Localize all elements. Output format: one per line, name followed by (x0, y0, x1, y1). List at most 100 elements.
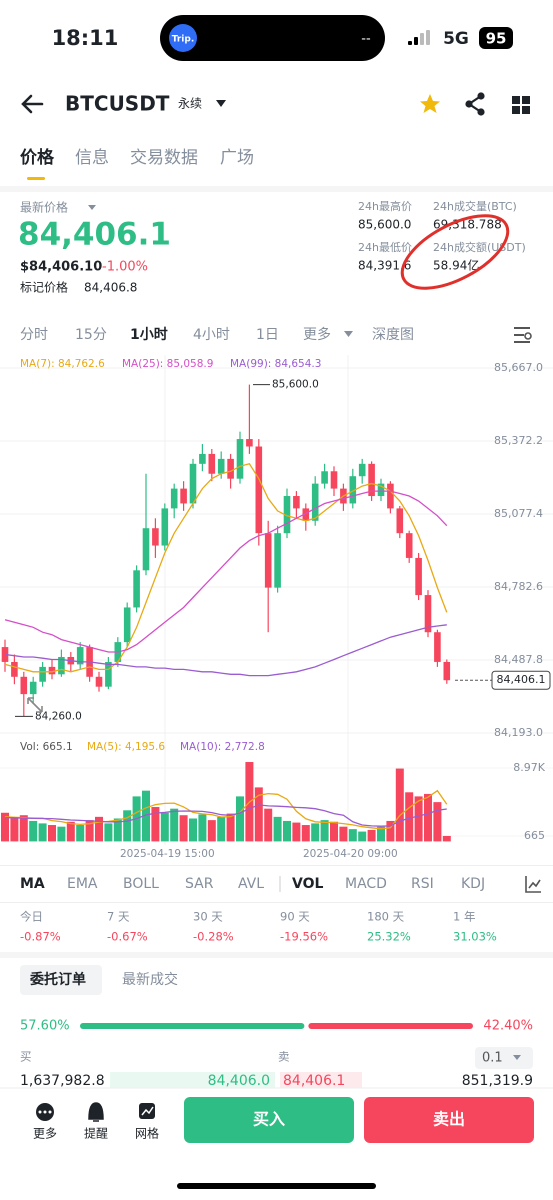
buy-button[interactable] (184, 1097, 354, 1143)
indicator-tab[interactable]: EMA (67, 876, 98, 892)
volume-bar (217, 816, 226, 842)
back-arrow[interactable] (21, 94, 44, 114)
stat-value: 69,318.788 (433, 218, 502, 232)
volume-bar (320, 820, 329, 842)
bottom-item[interactable]: 网格 (135, 1126, 159, 1141)
bottom-item[interactable]: 提醒 (84, 1126, 108, 1141)
more-icon-dot (43, 1110, 47, 1114)
volume-bar (29, 820, 38, 842)
layout-icon[interactable] (512, 106, 520, 114)
expand-icon[interactable] (27, 697, 43, 713)
order-tab[interactable]: 委托订单 (29, 971, 86, 988)
chart-settings-icon[interactable] (514, 327, 530, 343)
status-time: 18:11 (52, 26, 119, 50)
layout-icon[interactable] (522, 106, 530, 114)
candle-body (377, 483, 385, 497)
volume-bar (273, 816, 282, 842)
indicator-tab[interactable]: MACD (345, 876, 387, 892)
ma-line (4, 463, 448, 673)
volume-bar (386, 820, 395, 842)
candle-body (11, 661, 18, 677)
timeframe[interactable]: 1日 (256, 327, 279, 343)
signal-bar (426, 30, 430, 45)
symbol-dropdown[interactable] (216, 100, 226, 107)
volume-bar (10, 818, 19, 842)
alert-icon[interactable] (88, 1102, 104, 1122)
order-tab[interactable]: 最新成交 (122, 971, 178, 988)
stat-label: 24h成交额(USDT) (433, 240, 526, 254)
depth-select[interactable] (475, 1047, 533, 1069)
bid-depth-bg (110, 1072, 275, 1090)
y-tick-label: 85,077.4 (494, 507, 543, 520)
candle-body (443, 661, 451, 681)
candle-body (180, 488, 187, 504)
mark-price-label: 标记价格 (20, 280, 68, 295)
volume-bar (151, 807, 160, 842)
indicator-tab[interactable]: MA (20, 876, 45, 892)
signal-bar (414, 37, 418, 45)
indicator-tab[interactable]: VOL (292, 876, 323, 892)
buy-button-label[interactable]: 买入 (253, 1110, 285, 1129)
indicator-tab[interactable]: RSI (411, 876, 434, 892)
bid-amount: 1,637,982.8 (20, 1073, 105, 1089)
more-icon-dot (48, 1110, 52, 1114)
sell-button-label[interactable]: 卖出 (433, 1110, 465, 1129)
stat-value: 84,391.6 (358, 259, 411, 273)
perf-label: 90 天 (280, 910, 310, 924)
candle-body (133, 570, 140, 608)
timeframe[interactable]: 1小时 (130, 326, 168, 343)
y-tick-label: 84,782.6 (494, 580, 543, 593)
main-tab[interactable]: 价格 (20, 147, 55, 168)
contract-type: 永续 (178, 97, 202, 111)
indicator-tab[interactable]: AVL (238, 876, 264, 892)
depth-caret (513, 1055, 521, 1060)
price-change: -1.00% (102, 260, 148, 275)
volume-bar (424, 793, 432, 842)
volume-bar (311, 823, 320, 842)
candle-body (189, 463, 197, 504)
volume-bar (1, 812, 9, 842)
volume-bar (339, 826, 348, 842)
candle-body (161, 508, 169, 546)
candle-body (434, 632, 441, 662)
timeframe[interactable]: 深度图 (372, 327, 414, 343)
hand-drawn-circle (400, 214, 510, 290)
volume-bar (160, 812, 169, 842)
candle-body (48, 666, 56, 675)
candle-body (227, 458, 234, 479)
timeframe[interactable]: 15分 (75, 327, 107, 343)
volume-bar (226, 813, 235, 842)
main-tab[interactable]: 交易数据 (130, 148, 198, 168)
perf-label: 1 年 (453, 910, 475, 924)
indicator-tab[interactable]: BOLL (123, 876, 159, 892)
indicator-settings[interactable] (525, 876, 541, 893)
indicator-tab[interactable]: KDJ (461, 876, 485, 892)
bottom-item[interactable]: 更多 (33, 1127, 57, 1141)
stat-label: 24h成交量(BTC) (433, 199, 517, 213)
candle-body (199, 453, 206, 464)
layout-icon[interactable] (512, 96, 520, 104)
volume-bar (414, 796, 423, 842)
favorite-star[interactable] (420, 94, 440, 113)
timeframe[interactable]: 4小时 (193, 327, 230, 343)
depth-value: 0.1 (482, 1051, 503, 1066)
timeframe[interactable]: 更多 (303, 326, 331, 343)
candle-body (293, 496, 300, 509)
symbol[interactable]: BTCUSDT (65, 92, 170, 116)
vol-ma-legend: MA(10): 2,772.8 (180, 741, 265, 753)
layout-icon[interactable] (522, 96, 530, 104)
buy-ratio: 57.60% (20, 1019, 70, 1034)
candle-body (20, 676, 28, 695)
sell-button[interactable] (364, 1097, 534, 1143)
ma-legend: MA(99): 84,654.3 (230, 358, 321, 370)
timeframe[interactable]: 分时 (20, 327, 48, 343)
candle-body (349, 476, 357, 504)
stat-value: 85,600.0 (358, 218, 411, 232)
battery: 95 (486, 30, 507, 48)
main-tab[interactable]: 信息 (75, 148, 109, 168)
volume-bar (170, 808, 179, 842)
main-tab[interactable]: 广场 (220, 148, 254, 168)
indicator-tab[interactable]: SAR (185, 876, 214, 892)
